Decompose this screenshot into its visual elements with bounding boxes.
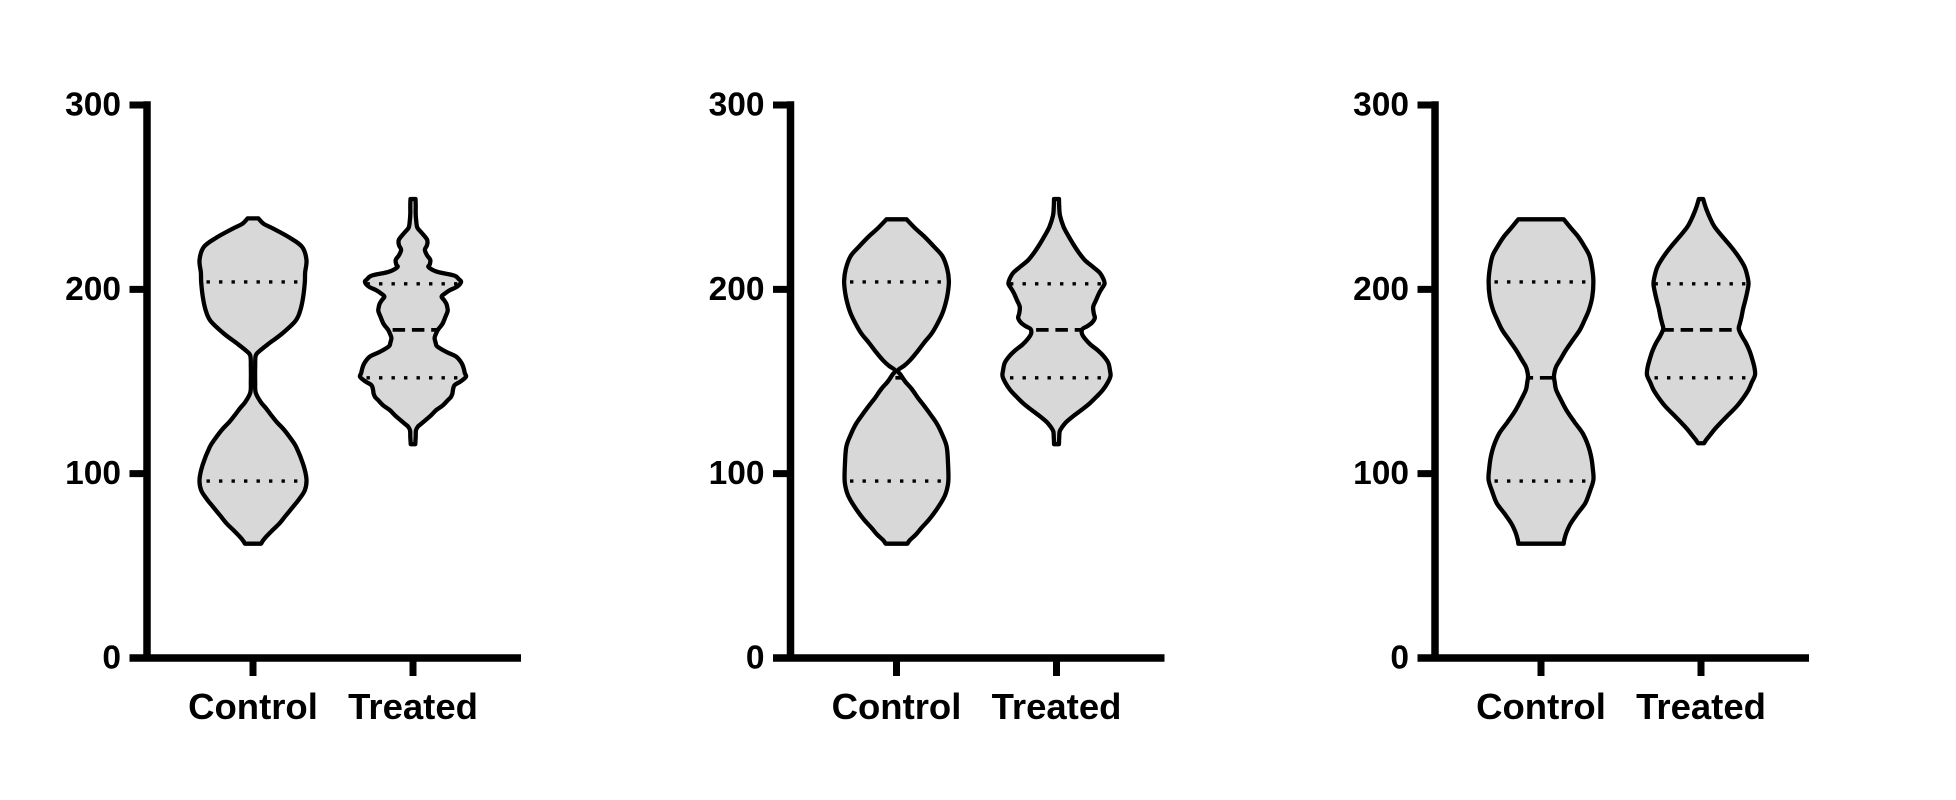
x-category-label: Treated	[992, 686, 1122, 727]
violin-shape-treated	[1644, 196, 1758, 446]
x-category-label: Control	[1476, 686, 1606, 727]
x-category-label: Control	[188, 686, 318, 727]
violin-shape-control	[197, 216, 309, 546]
violin-shape-treated	[357, 196, 469, 447]
y-tick-label: 100	[65, 455, 121, 492]
y-tick-label: 0	[102, 640, 121, 677]
x-category-label: Treated	[348, 686, 478, 727]
y-tick-label: 200	[709, 271, 765, 308]
x-category-label: Control	[832, 686, 962, 727]
y-tick-label: 0	[1390, 640, 1409, 677]
y-tick-label: 200	[65, 271, 121, 308]
violin-panel: 0 100 200 300 Control Treated	[65, 87, 521, 727]
violin-shape-treated	[1000, 196, 1113, 447]
y-tick-label: 100	[709, 455, 765, 492]
violin-shape-control	[841, 217, 952, 546]
y-tick-label: 300	[65, 87, 121, 124]
violin-panel: 0 100 200 300 Control Treated	[1353, 87, 1809, 727]
x-category-label: Treated	[1636, 686, 1766, 727]
y-tick-label: 300	[1353, 87, 1409, 124]
y-tick-label: 100	[1353, 455, 1409, 492]
y-tick-label: 300	[709, 87, 765, 124]
violin-shape-control	[1486, 217, 1596, 546]
y-tick-label: 0	[746, 640, 765, 677]
y-tick-label: 200	[1353, 271, 1409, 308]
violin-panel: 0 100 200 300 Control Treated	[709, 87, 1165, 727]
